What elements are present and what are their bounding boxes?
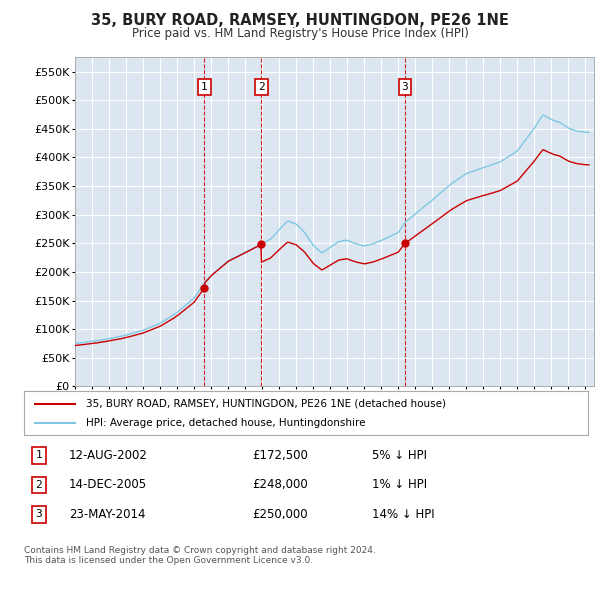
- Text: 1: 1: [35, 451, 43, 460]
- Text: 3: 3: [35, 510, 43, 519]
- Text: 23-MAY-2014: 23-MAY-2014: [69, 508, 146, 521]
- Text: Contains HM Land Registry data © Crown copyright and database right 2024.
This d: Contains HM Land Registry data © Crown c…: [24, 546, 376, 565]
- Text: 14% ↓ HPI: 14% ↓ HPI: [372, 508, 434, 521]
- Text: £250,000: £250,000: [252, 508, 308, 521]
- Text: 2: 2: [258, 82, 265, 92]
- Text: 5% ↓ HPI: 5% ↓ HPI: [372, 449, 427, 462]
- Text: 35, BURY ROAD, RAMSEY, HUNTINGDON, PE26 1NE (detached house): 35, BURY ROAD, RAMSEY, HUNTINGDON, PE26 …: [86, 399, 446, 408]
- Text: £248,000: £248,000: [252, 478, 308, 491]
- Text: £172,500: £172,500: [252, 449, 308, 462]
- Text: Price paid vs. HM Land Registry's House Price Index (HPI): Price paid vs. HM Land Registry's House …: [131, 27, 469, 40]
- Text: HPI: Average price, detached house, Huntingdonshire: HPI: Average price, detached house, Hunt…: [86, 418, 365, 428]
- Text: 3: 3: [401, 82, 409, 92]
- Text: 2: 2: [35, 480, 43, 490]
- Text: 12-AUG-2002: 12-AUG-2002: [69, 449, 148, 462]
- Text: 35, BURY ROAD, RAMSEY, HUNTINGDON, PE26 1NE: 35, BURY ROAD, RAMSEY, HUNTINGDON, PE26 …: [91, 13, 509, 28]
- Text: 14-DEC-2005: 14-DEC-2005: [69, 478, 147, 491]
- Text: 1: 1: [201, 82, 208, 92]
- Text: 1% ↓ HPI: 1% ↓ HPI: [372, 478, 427, 491]
